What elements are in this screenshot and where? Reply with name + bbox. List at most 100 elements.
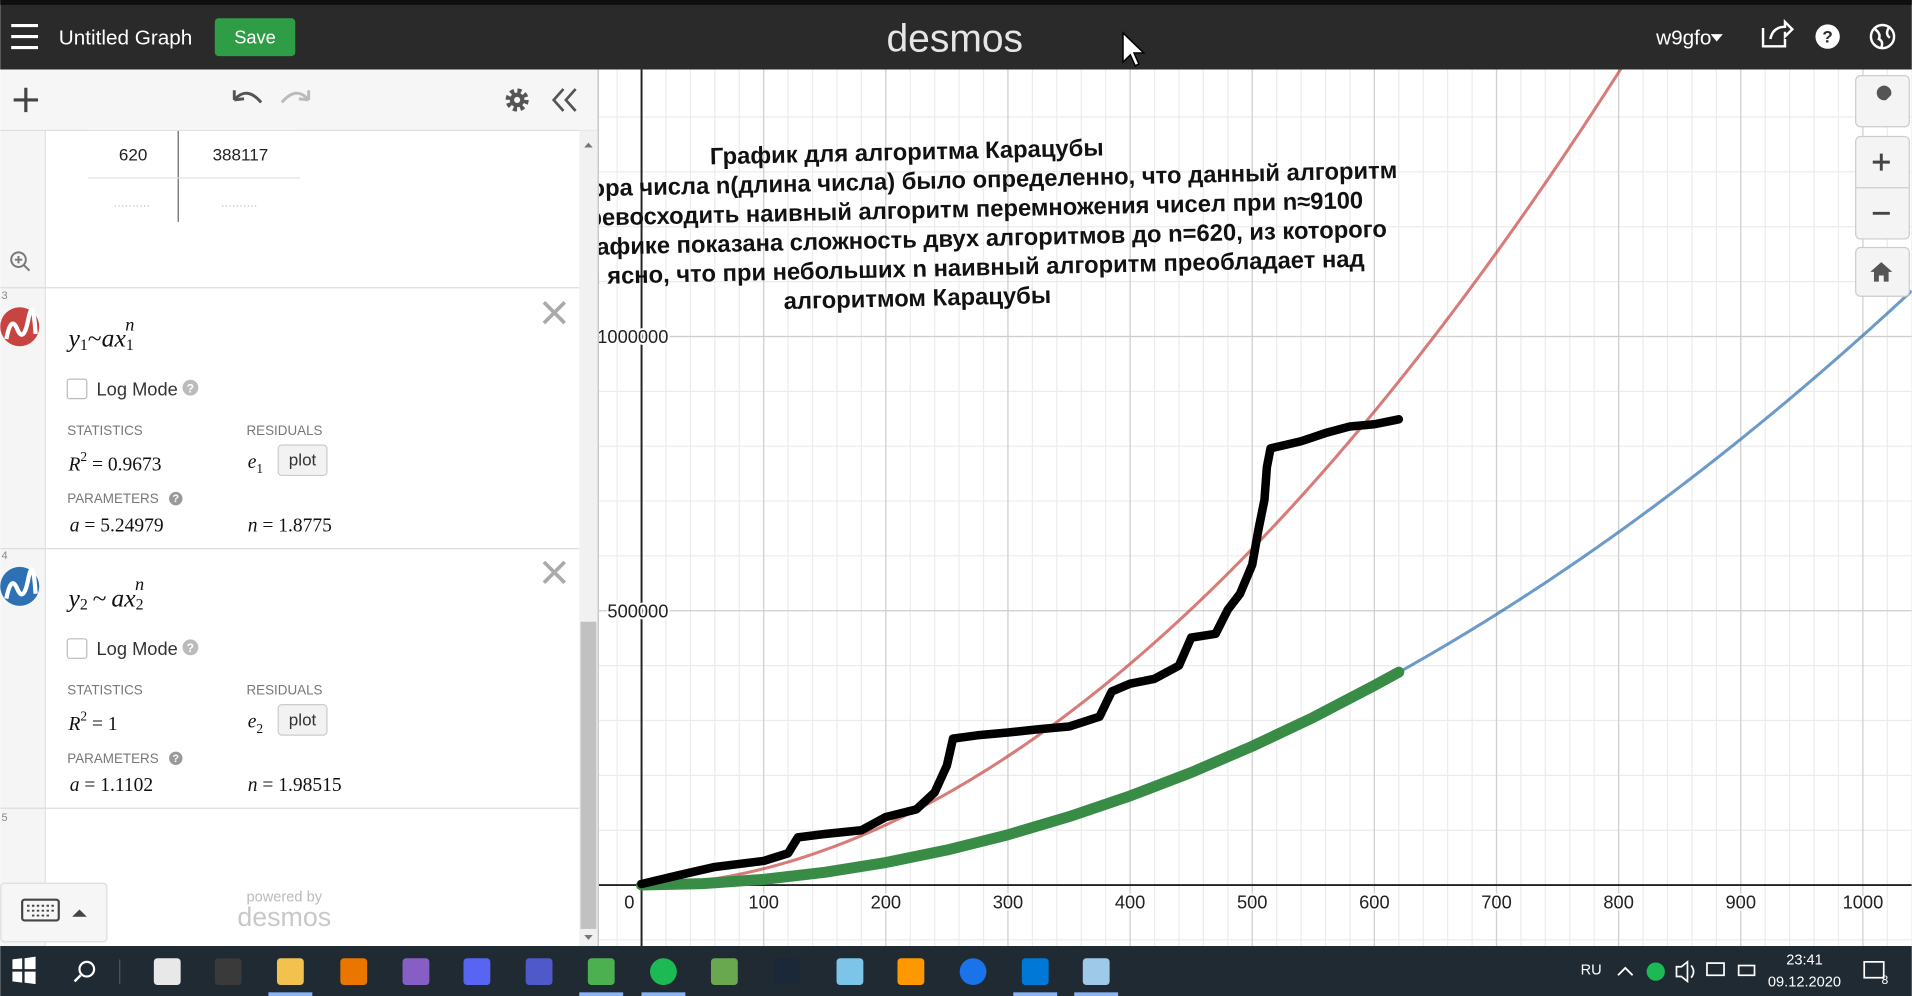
taskbar-app[interactable]: [959, 958, 987, 986]
x-tick-label: 700: [1481, 892, 1511, 913]
taskbar-app[interactable]: [402, 958, 430, 986]
formula-part: y: [65, 583, 80, 612]
taskbar-app[interactable]: [463, 958, 491, 986]
window-edge: [0, 0, 1912, 5]
taskbar-app[interactable]: [773, 958, 800, 986]
redo-button[interactable]: [280, 90, 311, 104]
formula-part: ~: [93, 583, 107, 612]
stat-value: 1: [108, 714, 118, 735]
taskbar-app[interactable]: [1021, 958, 1049, 986]
parameter-sign: =: [262, 775, 273, 796]
taskbar-app[interactable]: [276, 958, 304, 986]
parameter-value: 1.98515: [278, 775, 341, 796]
keyboard-button[interactable]: [0, 882, 108, 943]
parameter-value: 1.8775: [278, 515, 332, 536]
graph-controls: [1855, 74, 1910, 297]
zoom-fit-icon-detail: [14, 256, 31, 272]
x-tick-label: 800: [1603, 892, 1633, 913]
graph: 0 100 200 300 400 500 600 700 800 900 1000 500000 10…: [598, 69, 1912, 947]
table-cell[interactable]: 388117: [213, 145, 269, 164]
notification-count: 8: [1882, 973, 1889, 987]
graph-paper[interactable]: [598, 69, 1912, 947]
collapse-panel[interactable]: [551, 88, 577, 112]
residual-symbol: e: [248, 711, 257, 732]
stat-sup: 2: [80, 448, 87, 463]
clock-date[interactable]: 09.12.2020: [1768, 975, 1841, 991]
help-mark: ?: [187, 381, 194, 395]
desmos-logo[interactable]: desmos: [886, 18, 1023, 61]
plot-button[interactable]: [277, 704, 328, 736]
tray-volume[interactable]: [1675, 960, 1695, 984]
section-label: STATISTICS: [67, 423, 143, 438]
add-item-button[interactable]: [13, 87, 39, 113]
delete-button[interactable]: [542, 301, 566, 325]
language-indicator[interactable]: RU: [1581, 962, 1602, 978]
residual-symbol: e: [248, 452, 257, 473]
regression-curve: [641, 69, 1623, 887]
taskbar-app[interactable]: [340, 958, 368, 986]
log-mode-checkbox[interactable]: [66, 638, 88, 659]
menu-button[interactable]: [11, 24, 39, 50]
log-mode-checkbox[interactable]: [66, 378, 88, 400]
tray-spotify[interactable]: [1646, 962, 1665, 981]
zoom-in[interactable]: [1872, 153, 1890, 171]
taskbar-app[interactable]: [214, 958, 242, 986]
formula-sub: 2: [136, 596, 144, 613]
taskbar-app[interactable]: [153, 958, 181, 986]
clock-time[interactable]: 23:41: [1786, 953, 1823, 969]
undo-button[interactable]: [232, 90, 263, 104]
start-button[interactable]: [12, 956, 36, 985]
tray-battery[interactable]: [1737, 964, 1756, 977]
powered-by: powered by: [247, 889, 323, 905]
running-indicator: [1074, 992, 1119, 996]
formula[interactable]: y2 ~ ax2n: [65, 574, 144, 613]
section-label: RESIDUALS: [246, 423, 322, 438]
x-tick-label: 100: [748, 892, 778, 913]
tray-expand[interactable]: [1617, 966, 1634, 976]
section-label: STATISTICS: [67, 683, 143, 698]
scrollbar-thumb[interactable]: [580, 621, 597, 929]
taskbar-app[interactable]: [836, 958, 864, 986]
help-button[interactable]: [1815, 24, 1840, 49]
globe-lines: [1874, 27, 1891, 48]
taskbar-app[interactable]: [710, 958, 738, 986]
annotation-line: алгоритмом Карацубы: [783, 282, 1051, 315]
taskbar-app[interactable]: [1082, 958, 1110, 986]
taskbar-app[interactable]: [525, 958, 553, 986]
taskbar-app[interactable]: [897, 958, 925, 986]
scroll-down[interactable]: [584, 935, 593, 940]
row-index: 3: [1, 290, 7, 302]
notification-center[interactable]: [1863, 961, 1885, 979]
settings-gear[interactable]: [505, 88, 529, 112]
share-button[interactable]: [1761, 19, 1795, 48]
zoom-fit-icon[interactable]: [10, 251, 27, 268]
table-cell[interactable]: 620: [119, 145, 147, 164]
settings-gear-hole: [514, 96, 521, 104]
plot-button[interactable]: [277, 444, 328, 477]
section-label: RESIDUALS: [246, 683, 322, 698]
r-squared: R2 = 1: [67, 708, 117, 735]
tray-network[interactable]: [1706, 962, 1725, 977]
wrench-icon: [1871, 85, 1892, 115]
parameter-symbol: n: [248, 515, 258, 536]
formula-sub: 1: [80, 337, 88, 354]
settings-button[interactable]: [1855, 74, 1910, 128]
scroll-up[interactable]: [584, 142, 593, 148]
x-tick-label: 1000: [1843, 892, 1884, 913]
delete-button[interactable]: [542, 560, 566, 585]
footer-logo[interactable]: desmos: [237, 902, 331, 932]
taskbar-app[interactable]: [650, 958, 677, 986]
taskbar-background: [0, 946, 1912, 996]
language-button[interactable]: [1869, 23, 1896, 50]
save-button[interactable]: [214, 18, 296, 57]
taskbar-app[interactable]: [587, 958, 615, 986]
log-mode-label: Log Mode: [97, 638, 178, 659]
user-name[interactable]: w9gfo: [1655, 26, 1711, 49]
help-icon: [169, 491, 183, 506]
search-button[interactable]: [78, 960, 96, 978]
formula[interactable]: y1~ax1n: [65, 314, 134, 353]
graph-title[interactable]: Untitled Graph: [59, 26, 193, 49]
